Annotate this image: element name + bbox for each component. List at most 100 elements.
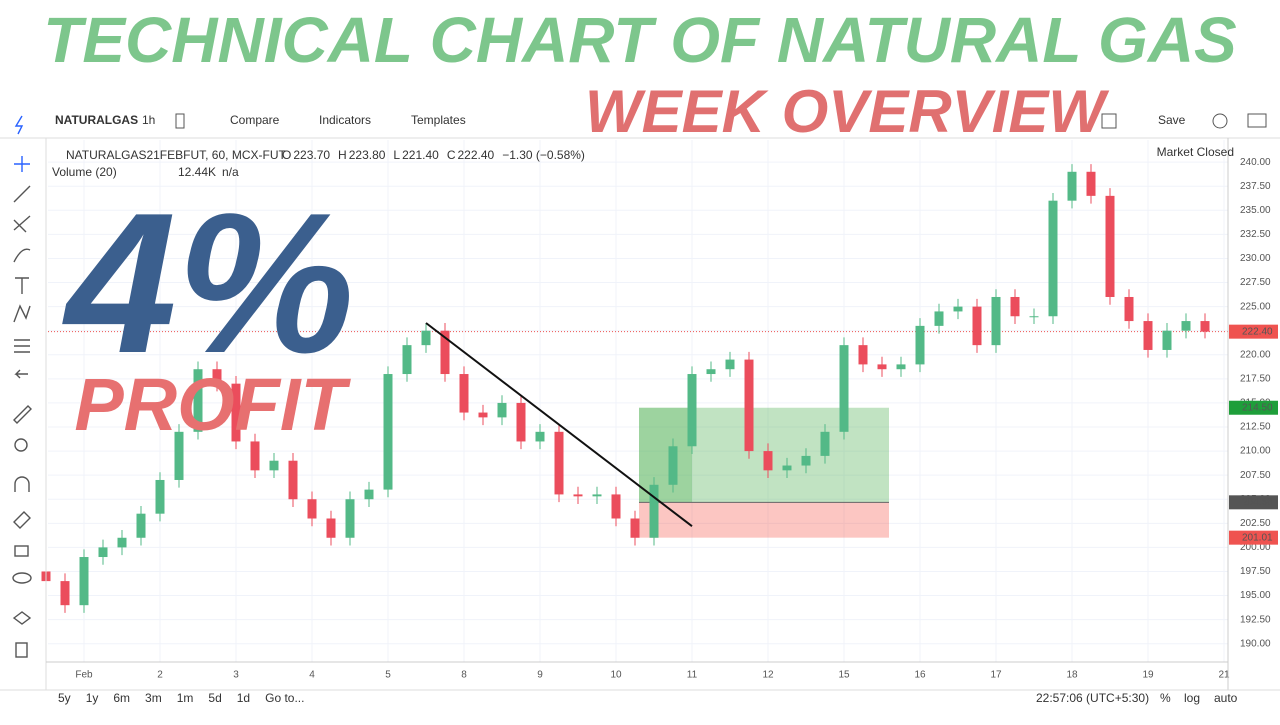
candle-body — [1124, 296, 1134, 322]
volume-extra: n/a — [222, 165, 239, 179]
candle-body — [706, 369, 716, 375]
candle-body — [269, 460, 279, 471]
overlay-word: PROFIT — [74, 363, 351, 446]
icon[interactable] — [13, 215, 31, 233]
toolbar-item[interactable]: Templates — [411, 113, 466, 127]
market-status: Market Closed — [1157, 145, 1234, 159]
y-tick-label: 227.50 — [1240, 277, 1271, 288]
interval[interactable]: 1h — [142, 113, 155, 127]
icon[interactable] — [1212, 113, 1228, 129]
candle-body — [478, 412, 488, 418]
icon[interactable] — [14, 115, 24, 135]
candle-body — [725, 359, 735, 370]
candle-body — [877, 364, 887, 370]
icon[interactable] — [14, 438, 28, 452]
icon[interactable] — [175, 113, 185, 129]
candle-body — [1105, 195, 1115, 297]
range-button[interactable]: 1m — [177, 691, 194, 705]
candle-body — [1010, 296, 1020, 317]
candle-body — [1086, 171, 1096, 196]
price-tag — [1229, 400, 1278, 415]
x-tick-label: 10 — [610, 670, 622, 681]
icon[interactable] — [13, 185, 31, 203]
candle-body — [79, 557, 89, 606]
candle-body — [155, 479, 165, 514]
price-tag-label: 214.50 — [1242, 402, 1273, 413]
overlay: TECHNICAL CHART OF NATURAL GAS WEEK OVER… — [43, 4, 1237, 446]
range-button[interactable]: 3m — [145, 691, 162, 705]
candle-body — [402, 345, 412, 375]
price-tag — [1229, 495, 1278, 510]
y-tick-label: 237.50 — [1240, 181, 1271, 192]
x-tick-label: 17 — [990, 670, 1002, 681]
icon[interactable] — [13, 248, 31, 263]
legend-symbol: NATURALGAS21FEBFUT, 60, MCX-FUT — [66, 148, 286, 162]
icon[interactable] — [12, 572, 32, 584]
range-button[interactable]: 5d — [208, 691, 221, 705]
candle-body — [1143, 321, 1153, 350]
axis-option[interactable]: % — [1160, 691, 1171, 705]
icon[interactable] — [14, 476, 30, 492]
candle-body — [212, 369, 222, 384]
range-button[interactable]: 5y — [58, 691, 71, 705]
price-tag — [1229, 530, 1278, 545]
y-tick-label: 212.50 — [1240, 422, 1271, 433]
candle-body — [326, 518, 336, 538]
icon[interactable] — [1247, 113, 1267, 128]
toolbar-item[interactable]: Indicators — [319, 113, 371, 127]
icon[interactable] — [12, 611, 32, 625]
icon[interactable] — [14, 339, 30, 353]
icon[interactable] — [13, 304, 31, 323]
legend-item: 221.40 — [402, 148, 439, 162]
axis-option[interactable]: auto — [1214, 691, 1238, 705]
candle-body — [839, 345, 849, 432]
candle-body — [801, 455, 811, 466]
save-button[interactable]: Save — [1158, 113, 1186, 127]
icon[interactable] — [14, 369, 28, 379]
candle-body — [231, 383, 241, 442]
candle-body — [592, 494, 602, 497]
y-tick-label: 200.00 — [1240, 542, 1271, 553]
legend-item: 223.80 — [349, 148, 386, 162]
toolbar-item[interactable]: Compare — [230, 113, 280, 127]
range-button[interactable]: 1d — [237, 691, 250, 705]
x-tick-label: 12 — [762, 670, 774, 681]
candle-body — [1162, 330, 1172, 350]
x-tick-label: Feb — [75, 670, 93, 681]
range-button[interactable]: 6m — [113, 691, 130, 705]
y-tick-label: 230.00 — [1240, 253, 1271, 264]
legend-item: 222.40 — [457, 148, 494, 162]
left-toolbar — [12, 115, 32, 658]
x-tick-label: 19 — [1142, 670, 1154, 681]
candle-body — [459, 374, 469, 413]
y-tick-label: 235.00 — [1240, 205, 1271, 216]
candle-body — [934, 311, 944, 326]
candle-body — [953, 306, 963, 312]
y-tick-label: 197.50 — [1240, 566, 1271, 577]
icon[interactable] — [15, 277, 29, 294]
icon[interactable] — [15, 642, 28, 658]
overlay-number: 4% — [61, 172, 354, 395]
candle-body — [972, 306, 982, 346]
icon[interactable] — [13, 511, 31, 529]
range-button[interactable]: 1y — [86, 691, 99, 705]
axis-option[interactable]: log — [1184, 691, 1200, 705]
candle-body — [364, 489, 374, 500]
candle-body — [60, 581, 70, 606]
symbol[interactable]: NATURALGAS — [55, 113, 138, 127]
candle-body — [497, 402, 507, 418]
range-button[interactable]: Go to... — [265, 691, 304, 705]
icon[interactable] — [1101, 113, 1117, 129]
x-tick-label: 15 — [838, 670, 850, 681]
y-tick-label: 217.50 — [1240, 373, 1271, 384]
legend: NATURALGAS21FEBFUT, 60, MCX-FUT Volume (… — [52, 145, 1234, 179]
icon[interactable] — [14, 545, 29, 557]
candle-body — [896, 364, 906, 370]
icon[interactable] — [13, 405, 32, 424]
candle-body — [668, 446, 678, 485]
legend-item: H — [338, 148, 347, 162]
candle-body — [858, 345, 868, 365]
icon[interactable] — [14, 156, 30, 172]
y-tick-label: 207.50 — [1240, 470, 1271, 481]
candle-body — [535, 431, 545, 442]
